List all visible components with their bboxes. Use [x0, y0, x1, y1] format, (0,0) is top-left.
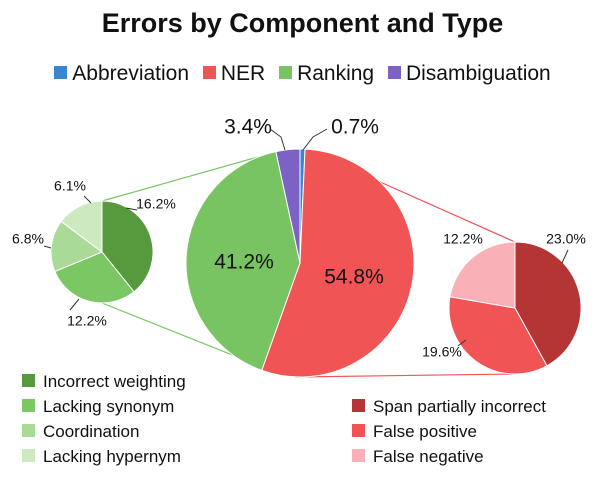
ranking-label-lacking-synonym: 12.2% — [67, 313, 107, 329]
legend-item-disambiguation: Disambiguation — [387, 62, 551, 86]
legend-swatch-ner — [202, 65, 216, 79]
ranking-label-coordination: 6.8% — [12, 231, 44, 247]
ner-label-false-positive: 19.6% — [422, 344, 462, 360]
main-label-disambiguation: 3.4% — [224, 116, 272, 139]
ranking-legend: Incorrect weighting Lacking synonym Coor… — [22, 369, 186, 469]
main-pie — [185, 148, 415, 378]
legend-label-span-partially-incorrect: Span partially incorrect — [373, 397, 546, 416]
pie-labels: 54.8% 41.2% 3.4% 0.7% 16.2% 12.2% 6.8% 6.1% 23.0… — [12, 116, 586, 360]
ranking-label-lacking-hypernym: 6.1% — [54, 178, 86, 194]
legend-item-coordination: Coordination — [22, 419, 186, 444]
legend-swatch-abbreviation — [54, 65, 68, 79]
leader-lacking-synonym — [69, 298, 80, 311]
main-label-abbreviation: 0.7% — [331, 116, 379, 139]
connector-ner-bottom — [294, 373, 516, 378]
legend-label-false-positive: False positive — [373, 422, 477, 441]
legend-swatch-lacking-hypernym — [22, 449, 35, 463]
legend-swatch-coordination — [22, 424, 35, 438]
ranking-slice-lacking-hypernym — [60, 200, 103, 253]
legend-label-disambiguation: Disambiguation — [405, 62, 551, 85]
legend-swatch-false-positive — [352, 424, 365, 438]
legend-item-abbreviation: Abbreviation — [54, 62, 189, 86]
ner-breakdown-pie — [448, 241, 582, 375]
ranking-breakdown-pie — [50, 200, 154, 304]
legend-item-ranking: Ranking — [279, 62, 374, 86]
main-label-ner: 54.8% — [324, 266, 384, 289]
main-legend: Abbreviation NER Ranking Disambiguation — [0, 62, 605, 86]
legend-item-false-negative: False negative — [352, 444, 546, 469]
legend-item-ner: NER — [202, 62, 266, 86]
ner-slice-false-negative — [449, 241, 516, 309]
legend-label-lacking-hypernym: Lacking hypernym — [43, 447, 181, 466]
main-slice-ner — [261, 148, 415, 378]
chart-title: Errors by Component and Type — [101, 8, 504, 38]
legend-label-abbreviation: Abbreviation — [72, 62, 190, 85]
main-slice-disambiguation — [275, 148, 301, 264]
leader-span-partially-incorrect — [561, 249, 569, 264]
ner-legend: Span partially incorrect False positive … — [352, 394, 546, 469]
legend-label-ner: NER — [220, 62, 266, 85]
legend-swatch-ranking — [279, 65, 293, 79]
ner-slice-span-partially-incorrect — [514, 241, 582, 367]
main-label-ranking: 41.2% — [214, 251, 274, 274]
legend-item-false-positive: False positive — [352, 419, 546, 444]
legend-item-incorrect-weighting: Incorrect weighting — [22, 369, 186, 394]
leader-disambiguation — [269, 128, 286, 151]
ranking-label-incorrect-weighting: 16.2% — [136, 196, 176, 212]
legend-label-ranking: Ranking — [297, 62, 375, 85]
ner-label-false-negative: 12.2% — [443, 231, 483, 247]
legend-swatch-disambiguation — [387, 65, 401, 79]
ranking-slice-incorrect-weighting — [101, 200, 154, 293]
leader-abbreviation — [302, 128, 328, 151]
legend-item-span-partially-incorrect: Span partially incorrect — [352, 394, 546, 419]
ranking-slice-lacking-synonym — [54, 251, 135, 304]
ner-slice-false-positive — [448, 296, 548, 375]
legend-swatch-false-negative — [352, 449, 365, 463]
legend-swatch-span-partially-incorrect — [352, 399, 365, 413]
leader-lacking-hypernym — [83, 195, 92, 204]
main-slice-ranking — [185, 150, 301, 372]
leader-false-positive — [457, 339, 467, 347]
legend-label-incorrect-weighting: Incorrect weighting — [43, 372, 186, 391]
leader-incorrect-weighting — [125, 207, 138, 211]
legend-swatch-lacking-synonym — [22, 399, 35, 413]
legend-item-lacking-synonym: Lacking synonym — [22, 394, 186, 419]
legend-item-lacking-hypernym: Lacking hypernym — [22, 444, 186, 469]
legend-label-false-negative: False negative — [373, 447, 484, 466]
legend-label-lacking-synonym: Lacking synonym — [43, 397, 175, 416]
connector-ranking-top — [101, 152, 273, 202]
ner-label-span-partially-incorrect: 23.0% — [546, 231, 586, 247]
ranking-slice-coordination — [50, 220, 104, 273]
legend-swatch-incorrect-weighting — [22, 374, 35, 388]
legend-label-coordination: Coordination — [43, 422, 140, 441]
leader-coordination — [43, 245, 52, 249]
